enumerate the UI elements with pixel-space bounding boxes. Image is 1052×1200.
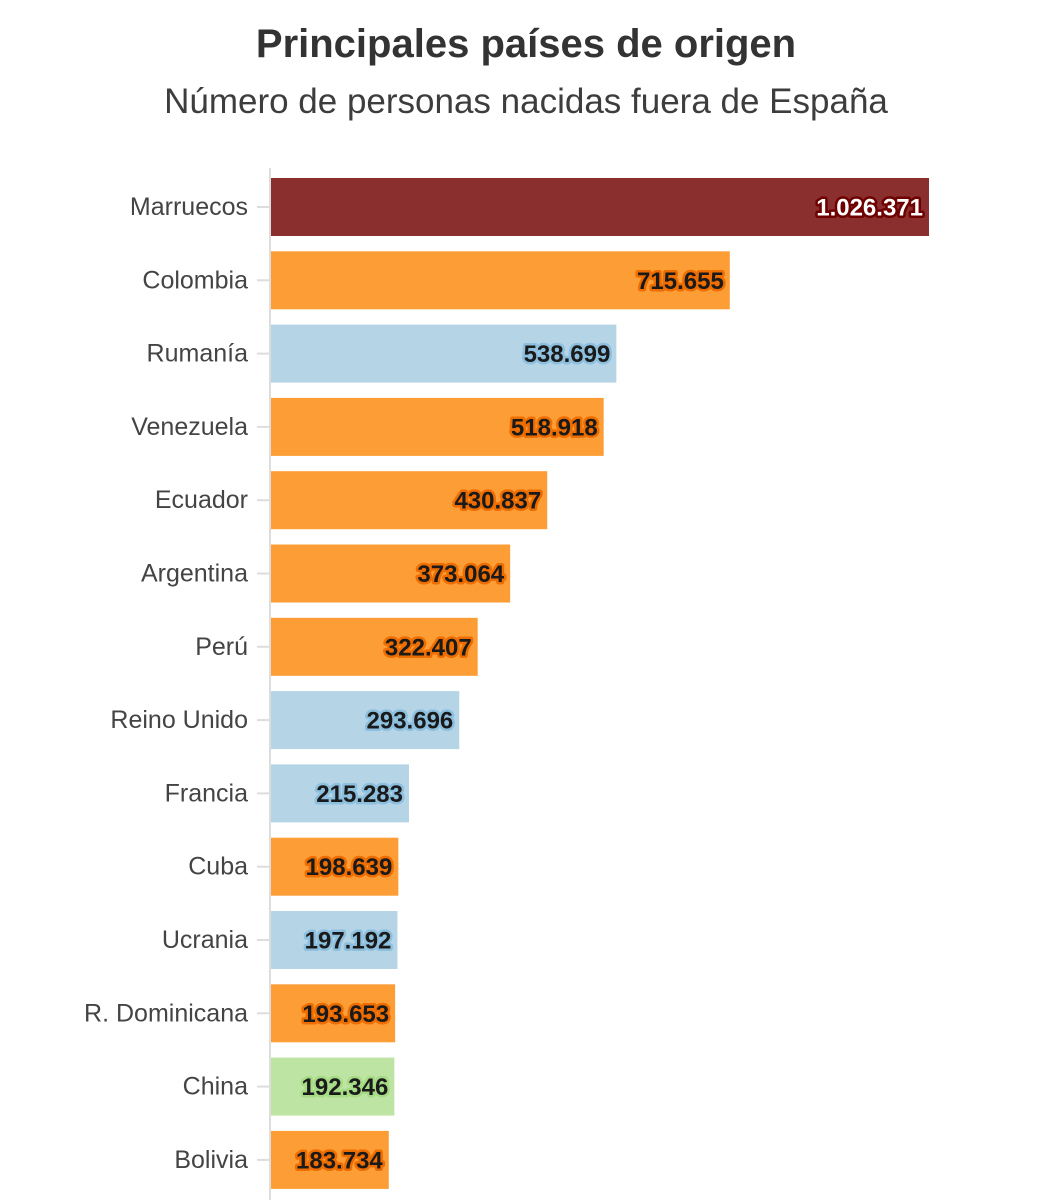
value-label-rumania: 538.699 xyxy=(524,341,611,368)
category-label-china: China xyxy=(183,1073,248,1101)
value-label-cuba: 198.639 xyxy=(306,854,393,881)
bar-reino-unido xyxy=(271,691,460,750)
value-label-reino-unido: 293.696 xyxy=(367,708,454,735)
chart-title: Principales países de origen xyxy=(255,22,797,66)
bar-china xyxy=(271,1057,395,1116)
bar-marruecos xyxy=(271,178,929,236)
value-label-bolivia: 183.734 xyxy=(296,1147,383,1174)
category-label-ucrania: Ucrania xyxy=(162,926,248,954)
category-label-francia: Francia xyxy=(165,779,248,807)
bar-ecuador xyxy=(271,471,548,530)
value-label-venezuela: 518.918 xyxy=(511,414,598,441)
value-label-peru: 322.407 xyxy=(385,634,472,661)
bar-peru xyxy=(271,617,478,676)
value-label-colombia: 715.655 xyxy=(637,268,724,295)
category-label-reino-unido: Reino Unido xyxy=(110,706,248,734)
bar-bolivia xyxy=(271,1130,389,1189)
category-label-bolivia: Bolivia xyxy=(174,1146,248,1174)
category-label-rumania: Rumanía xyxy=(147,340,249,368)
value-label-r-dominicana: 193.653 xyxy=(302,1001,389,1028)
value-label-ucrania: 197.192 xyxy=(305,928,392,955)
bar-ucrania xyxy=(271,911,398,969)
value-label-ecuador: 430.837 xyxy=(454,488,541,515)
labels-layer: Marruecos 1.026.371 Colombia 715.655 Rumanía… xyxy=(84,192,925,1177)
category-label-peru: Perú xyxy=(195,633,248,661)
category-label-argentina: Argentina xyxy=(141,560,248,588)
category-label-colombia: Colombia xyxy=(142,266,248,294)
bar-venezuela xyxy=(271,397,604,456)
category-label-venezuela: Venezuela xyxy=(131,413,248,441)
chart-subtitle: Número de personas nacidas fuera de Espa… xyxy=(164,82,888,121)
value-label-china: 192.346 xyxy=(302,1074,389,1101)
category-label-r-dominicana: R. Dominicana xyxy=(84,999,248,1027)
bar-colombia xyxy=(271,251,730,310)
bar-rumania xyxy=(271,324,617,383)
category-label-cuba: Cuba xyxy=(188,853,248,881)
category-label-ecuador: Ecuador xyxy=(155,486,248,514)
value-label-francia: 215.283 xyxy=(316,781,403,808)
value-label-argentina: 373.064 xyxy=(417,561,504,588)
bar-francia xyxy=(271,764,410,823)
bar-r-dominicana xyxy=(271,984,396,1043)
bars-layer xyxy=(257,178,929,1189)
category-label-marruecos: Marruecos xyxy=(130,193,248,221)
bar-argentina xyxy=(271,544,511,603)
value-label-marruecos: 1.026.371 xyxy=(816,195,923,222)
bar-cuba xyxy=(271,837,399,896)
